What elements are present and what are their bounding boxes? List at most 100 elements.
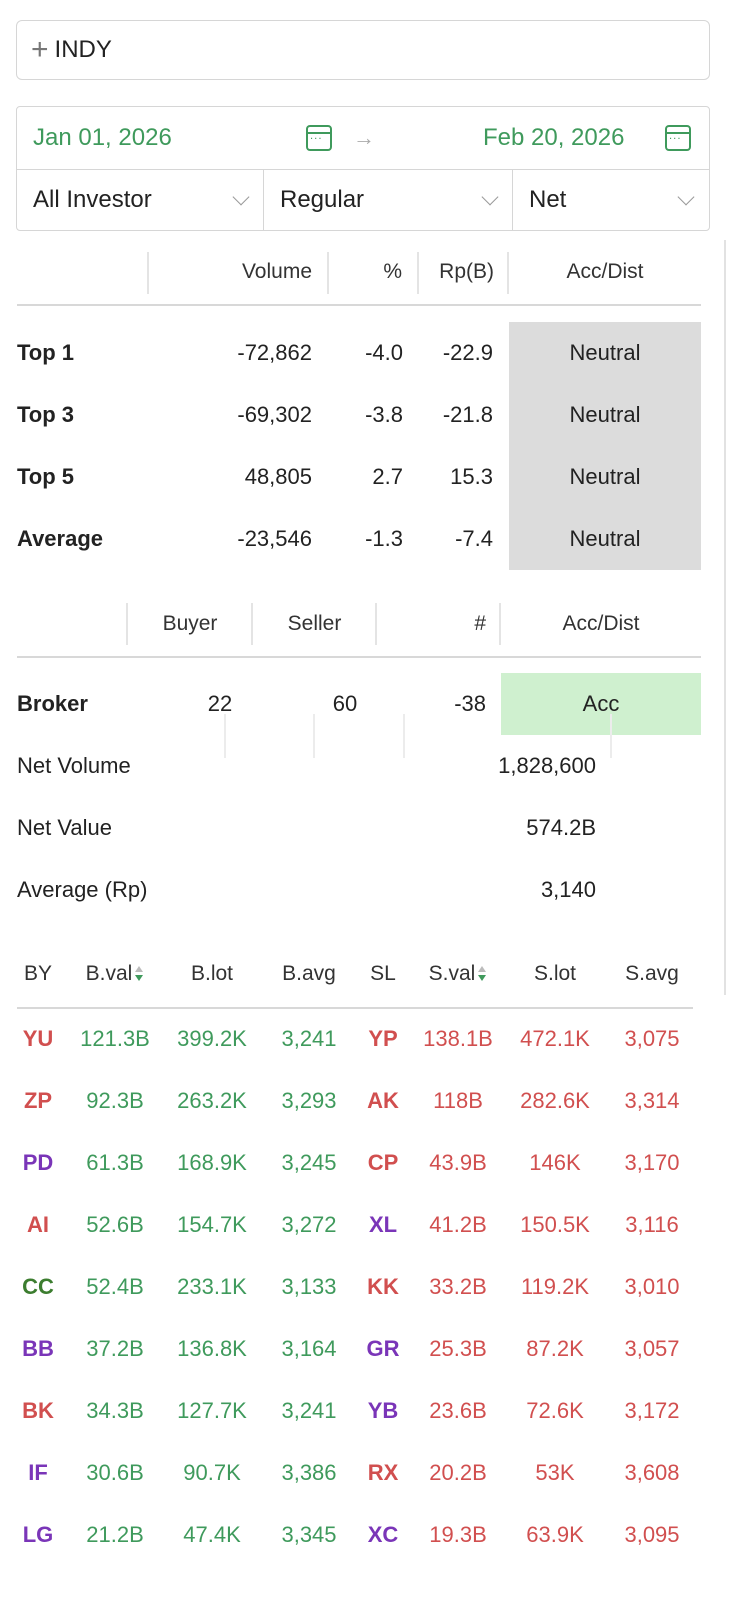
stock-search-input[interactable]: + INDY (16, 20, 710, 80)
header-bval[interactable]: B.val (70, 962, 160, 988)
investor-select[interactable]: All Investor (17, 170, 264, 230)
volume-value: -23,546 (237, 526, 312, 551)
sort-icon[interactable] (477, 966, 487, 982)
buy-lot: 263.2K (177, 1088, 247, 1113)
sell-value: 43.9B (429, 1150, 487, 1175)
column-divider (507, 252, 509, 294)
volume-value: 48,805 (244, 464, 312, 489)
buy-value: 52.4B (86, 1274, 144, 1299)
average-label: Average (Rp) (17, 877, 148, 902)
sell-value: 41.2B (429, 1212, 487, 1237)
header-volume: Volume (241, 260, 312, 283)
buyer-code[interactable]: YU (22, 1026, 54, 1051)
sell-lot: 146K (529, 1150, 581, 1175)
buy-value: 37.2B (86, 1336, 144, 1361)
buy-value: 30.6B (86, 1460, 144, 1485)
percent-value: -4.0 (365, 340, 403, 365)
calendar-icon[interactable] (306, 125, 332, 151)
status-badge: Neutral (509, 508, 701, 570)
sell-average: 3,116 (625, 1212, 679, 1237)
column-divider (126, 603, 128, 645)
buyer-code[interactable]: LG (22, 1522, 54, 1547)
column-divider (610, 714, 612, 758)
column-divider (417, 252, 419, 294)
percent-value: 2.7 (372, 464, 403, 489)
volume-value: -72,862 (237, 340, 312, 365)
buy-lot: 233.1K (177, 1274, 247, 1299)
end-date[interactable]: Feb 20, 2026 (483, 124, 625, 151)
buyer-code[interactable]: CC (22, 1274, 54, 1299)
sell-average: 3,170 (624, 1150, 680, 1175)
search-value: INDY (54, 36, 112, 63)
buyer-count: 22 (207, 691, 233, 716)
seller-code[interactable]: RX (367, 1460, 399, 1485)
buy-value: 21.2B (86, 1522, 144, 1547)
seller-count: 60 (332, 691, 358, 716)
seller-code[interactable]: CP (367, 1150, 399, 1175)
column-divider (403, 714, 405, 758)
buyer-code[interactable]: BK (22, 1398, 54, 1423)
seller-code[interactable]: XL (368, 1212, 398, 1237)
net-value-label: Net Value (17, 815, 112, 840)
buy-lot: 399.2K (177, 1026, 247, 1051)
status-badge: Neutral (509, 322, 701, 384)
scrollbar-track[interactable] (724, 240, 726, 995)
status-badge: Acc (501, 673, 701, 735)
header-acc-dist: Acc/Dist (562, 612, 640, 635)
divider (17, 1007, 693, 1009)
seller-code[interactable]: KK (367, 1274, 399, 1299)
column-divider (147, 252, 149, 294)
chevron-down-icon (481, 188, 499, 206)
header-blot: B.lot (190, 962, 234, 985)
plus-icon: + (31, 33, 49, 66)
mode-select-value: Net (529, 186, 567, 213)
header-bval-label: B.val (85, 962, 133, 985)
sell-value: 138.1B (423, 1026, 493, 1051)
average-value: 3,140 (540, 877, 596, 902)
header-sval[interactable]: S.val (412, 962, 504, 988)
seller-code[interactable]: YB (367, 1398, 399, 1423)
sell-average: 3,075 (624, 1026, 680, 1051)
mode-select[interactable]: Net (513, 170, 708, 230)
buyer-code[interactable]: BB (22, 1336, 54, 1361)
sell-value: 19.3B (429, 1522, 487, 1547)
rp-value: -22.9 (442, 340, 493, 365)
filter-panel: Jan 01, 2026 → Feb 20, 2026 All Investor… (16, 106, 710, 231)
rp-value: -7.4 (455, 526, 493, 551)
header-percent: % (383, 260, 402, 283)
header-slot: S.lot (533, 962, 577, 985)
sell-average: 3,010 (624, 1274, 680, 1299)
header-sl: SL (370, 962, 396, 985)
sell-average: 3,314 (624, 1088, 680, 1113)
sell-average: 3,172 (624, 1398, 680, 1423)
buyer-code[interactable]: AI (27, 1212, 49, 1237)
start-date[interactable]: Jan 01, 2026 (33, 124, 172, 151)
buyer-code[interactable]: IF (28, 1460, 48, 1485)
sell-average: 3,608 (624, 1460, 680, 1485)
sell-average: 3,057 (624, 1336, 680, 1361)
buy-average: 3,245 (281, 1150, 337, 1175)
buyer-code[interactable]: ZP (23, 1088, 53, 1113)
column-divider (313, 714, 315, 758)
seller-code[interactable]: GR (366, 1336, 400, 1361)
sell-value: 23.6B (429, 1398, 487, 1423)
sell-average: 3,095 (624, 1522, 680, 1547)
select-row: All Investor Regular Net (17, 170, 709, 230)
chevron-down-icon (232, 188, 250, 206)
sort-icon[interactable] (134, 966, 144, 982)
header-buyer: Buyer (162, 612, 218, 635)
rp-value: 15.3 (450, 464, 493, 489)
sell-value: 25.3B (429, 1336, 487, 1361)
seller-code[interactable]: AK (367, 1088, 399, 1113)
volume-value: -69,302 (237, 402, 312, 427)
buy-lot: 136.8K (177, 1336, 247, 1361)
calendar-icon[interactable] (665, 125, 691, 151)
net-volume-value: 1,828,600 (498, 753, 596, 778)
header-rp: Rp(B) (439, 260, 494, 283)
market-select[interactable]: Regular (264, 170, 513, 230)
seller-code[interactable]: YP (368, 1026, 398, 1051)
buyer-code[interactable]: PD (22, 1150, 54, 1175)
buy-average: 3,272 (281, 1212, 337, 1237)
chevron-down-icon (677, 188, 695, 206)
seller-code[interactable]: XC (367, 1522, 399, 1547)
